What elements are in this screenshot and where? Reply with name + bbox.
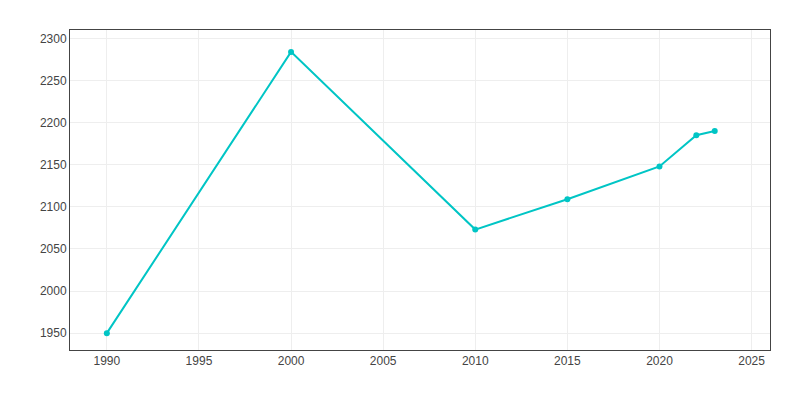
svg-text:2020: 2020 bbox=[646, 354, 673, 368]
svg-text:2100: 2100 bbox=[40, 200, 67, 214]
svg-text:1950: 1950 bbox=[40, 326, 67, 340]
svg-text:2150: 2150 bbox=[40, 158, 67, 172]
svg-text:1995: 1995 bbox=[186, 354, 213, 368]
svg-text:2300: 2300 bbox=[40, 32, 67, 46]
svg-text:2000: 2000 bbox=[278, 354, 305, 368]
svg-text:2010: 2010 bbox=[462, 354, 489, 368]
svg-text:2200: 2200 bbox=[40, 116, 67, 130]
svg-text:2015: 2015 bbox=[554, 354, 581, 368]
svg-text:2250: 2250 bbox=[40, 74, 67, 88]
svg-text:2005: 2005 bbox=[370, 354, 397, 368]
svg-text:2000: 2000 bbox=[40, 284, 67, 298]
svg-text:2025: 2025 bbox=[738, 354, 765, 368]
svg-text:2050: 2050 bbox=[40, 242, 67, 256]
svg-text:1990: 1990 bbox=[93, 354, 120, 368]
